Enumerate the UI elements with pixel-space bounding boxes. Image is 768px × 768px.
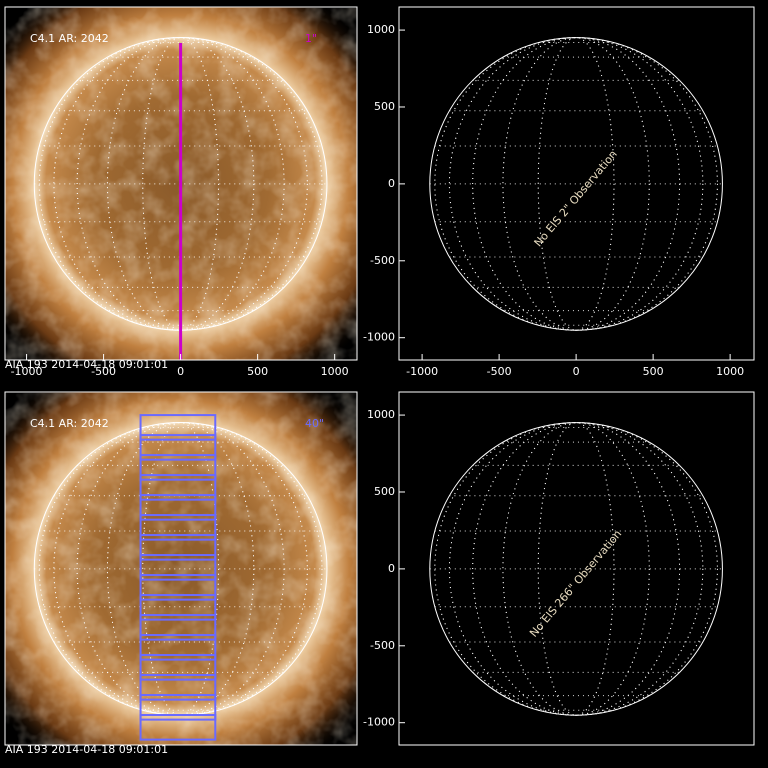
- slit-label: 40": [305, 417, 324, 430]
- x-tick-label: 0: [177, 365, 184, 378]
- y-tick-label: 0: [388, 562, 395, 575]
- raster-box: [139, 694, 217, 721]
- x-tick-label: 500: [643, 365, 664, 378]
- longitude-line: [142, 422, 219, 716]
- event-label: C4.1 AR: 2042: [30, 417, 109, 430]
- longitude-line: [76, 422, 285, 716]
- x-tick-label: -1000: [406, 365, 438, 378]
- raster-box: [139, 474, 217, 501]
- y-tick-label: -1000: [363, 331, 395, 344]
- y-tick-label: -1000: [363, 716, 395, 729]
- plot-area: [429, 422, 723, 716]
- panel: C4.1 AR: 2042 40" AIA 193 2014-04-18 09:01…: [4, 391, 358, 756]
- longitude-line: [472, 422, 681, 716]
- longitude-line: [537, 422, 615, 716]
- y-tick-label: 1000: [367, 23, 395, 36]
- longitude-line: [537, 37, 615, 331]
- footer: AIA 193 2014-04-18 09:01:01: [5, 358, 168, 371]
- raster-box: [139, 494, 217, 521]
- longitude-line: [502, 422, 650, 716]
- longitude-line: [53, 422, 308, 716]
- slit-label: 1": [305, 32, 317, 45]
- raster-box: [139, 514, 217, 541]
- raster-box: [139, 714, 217, 741]
- longitude-line: [76, 37, 285, 331]
- longitude-line: [472, 37, 681, 331]
- raster-box: [139, 594, 217, 621]
- event-label: C4.1 AR: 2042: [30, 32, 109, 45]
- x-tick-label: 1000: [716, 365, 744, 378]
- raster-box: [139, 534, 217, 561]
- raster-box: [139, 574, 217, 601]
- no-observation-message: No EIS 266" Observation: [527, 527, 624, 639]
- panel: -1000 -500 0 500 1000 C4.1 AR: 2042 1" AIA 193 …: [4, 6, 358, 378]
- y-tick-label: 0: [388, 177, 395, 190]
- y-tick-label: 500: [374, 485, 395, 498]
- limb: [429, 422, 723, 716]
- raster-box: [139, 414, 217, 441]
- raster-box: [139, 654, 217, 681]
- y-tick-label: -500: [370, 254, 395, 267]
- raster-box: [139, 554, 217, 581]
- raster-box: [139, 674, 217, 701]
- longitude-line: [537, 37, 615, 331]
- longitude-line: [472, 37, 681, 331]
- raster-box: [139, 434, 217, 461]
- panel: -1000 -500 0 500 1000 -1000 -500 0 500 1000 No EIS…: [363, 6, 755, 378]
- x-tick-label: 500: [247, 365, 268, 378]
- plot-area: [5, 7, 357, 360]
- x-tick-label: -500: [487, 365, 512, 378]
- footer: AIA 193 2014-04-18 09:01:01: [5, 743, 168, 756]
- y-tick-label: 1000: [367, 408, 395, 421]
- disk-texture: [34, 422, 327, 716]
- x-tick-label: 0: [573, 365, 580, 378]
- raster-box: [139, 634, 217, 661]
- longitude-line: [472, 422, 681, 716]
- axis-frame: [4, 391, 358, 746]
- raster-box: [139, 614, 217, 641]
- longitude-line: [502, 37, 650, 331]
- plot-area: [429, 37, 723, 331]
- x-tick-label: -1000: [11, 365, 43, 378]
- plot-area: [5, 392, 357, 745]
- raster-box: [139, 454, 217, 481]
- x-tick-label: -500: [91, 365, 116, 378]
- no-observation-message: No EIS 2" Observation: [532, 148, 620, 250]
- y-tick-label: -500: [370, 639, 395, 652]
- limb: [429, 37, 723, 331]
- y-tick-label: 500: [374, 100, 395, 113]
- longitude-line: [537, 422, 615, 716]
- x-tick-label: 1000: [321, 365, 349, 378]
- longitude-line: [448, 37, 704, 331]
- panel: -1000 -500 0 500 1000 No EIS 266" Observation: [363, 391, 755, 746]
- longitude-line: [106, 422, 255, 716]
- longitude-line: [448, 422, 704, 716]
